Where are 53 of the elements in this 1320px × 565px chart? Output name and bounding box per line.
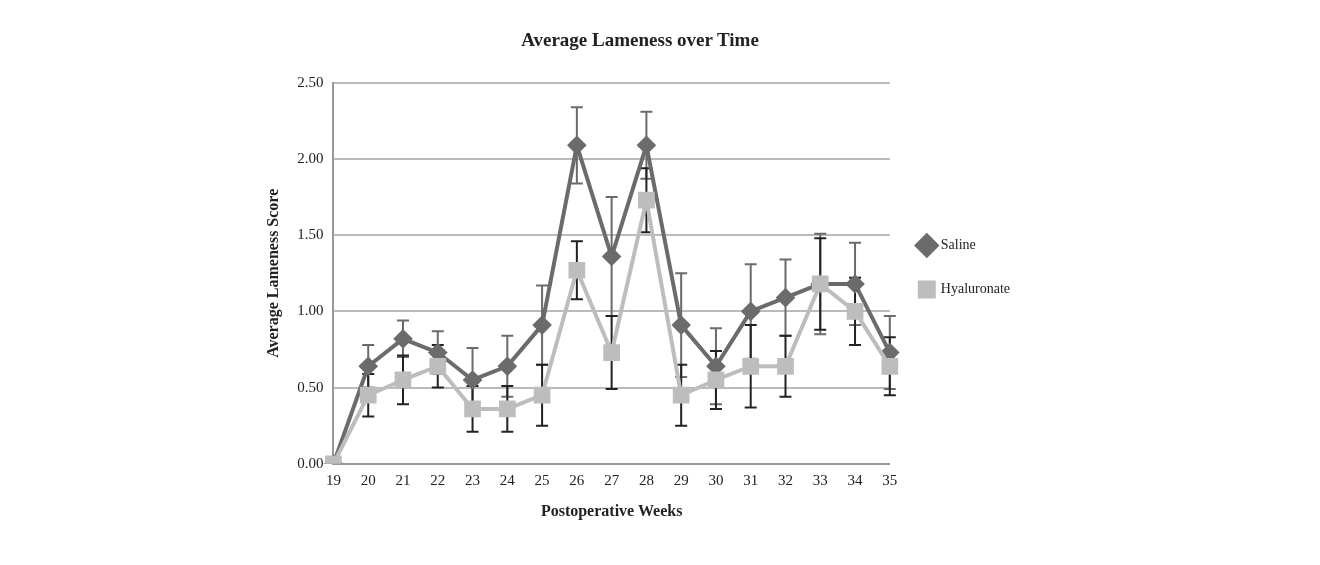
point <box>463 370 482 389</box>
point <box>394 329 412 348</box>
y-axis-title: Average Lameness Score <box>263 188 282 358</box>
x-tick-label: 23 <box>465 471 481 488</box>
x-tick-label: 32 <box>777 471 793 488</box>
x-tick-label: 28 <box>638 471 654 488</box>
x-tick-label: 30 <box>708 471 724 488</box>
y-tick-label: 0.00 <box>297 454 324 471</box>
point <box>394 371 412 389</box>
point <box>741 302 760 321</box>
x-tick-label: 33 <box>812 471 828 488</box>
x-tick-label: 27 <box>604 471 620 488</box>
y-tick-label: 1.50 <box>297 226 324 243</box>
point <box>602 247 621 266</box>
x-axis-title: Postoperative Weeks <box>540 501 683 520</box>
point <box>742 357 760 375</box>
point <box>533 316 552 335</box>
y-tick-label: 0.50 <box>297 378 324 395</box>
x-tick-label: 26 <box>569 471 585 488</box>
point <box>672 386 690 404</box>
point <box>498 400 516 418</box>
x-tick-label: 24 <box>499 471 516 488</box>
x-tick-label: 25 <box>534 471 550 488</box>
y-tick-label: 2.00 <box>297 149 324 166</box>
x-tick-label: 29 <box>673 471 689 488</box>
y-tick-label: 1.00 <box>297 302 324 319</box>
point <box>359 386 377 404</box>
point <box>603 344 620 361</box>
point <box>707 371 725 389</box>
chart-title: Average Lameness over Time <box>521 29 759 51</box>
point <box>846 274 865 293</box>
x-tick-label: 21 <box>395 471 411 488</box>
point <box>846 303 864 320</box>
x-tick-label: 35 <box>882 471 898 488</box>
point <box>777 357 794 375</box>
x-tick-label: 34 <box>847 471 864 488</box>
point <box>568 261 586 279</box>
x-tick-label: 22 <box>430 471 446 488</box>
point <box>498 357 517 376</box>
point <box>429 357 447 375</box>
point <box>533 386 551 404</box>
x-tick-label: 31 <box>743 471 759 488</box>
point <box>881 357 899 375</box>
y-tick-label: 2.50 <box>297 73 324 90</box>
point <box>638 191 655 209</box>
legend-label: Hyaluronate <box>940 281 1011 297</box>
legend-label: Saline <box>940 237 976 253</box>
point <box>672 316 691 335</box>
point <box>776 288 795 307</box>
x-tick-label: 20 <box>360 471 376 488</box>
point <box>359 357 378 376</box>
point <box>464 400 481 418</box>
x-tick-label: 19 <box>325 471 341 488</box>
